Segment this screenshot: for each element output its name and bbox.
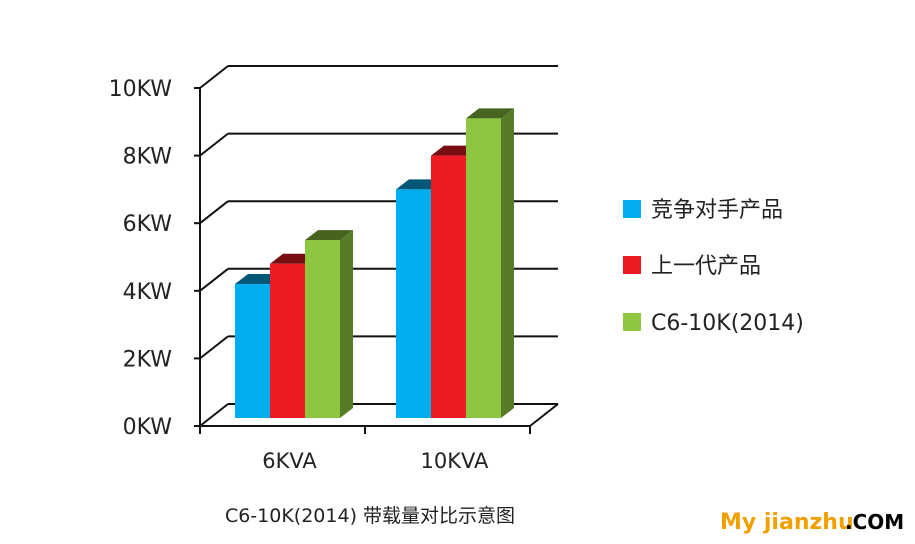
x-tick-label: 6KVA bbox=[262, 449, 317, 473]
bar-front bbox=[270, 263, 305, 418]
gridline-depth bbox=[199, 335, 229, 360]
bar-side bbox=[501, 108, 514, 419]
bar-front bbox=[305, 240, 340, 418]
watermark-brand: My jianzhu bbox=[720, 510, 854, 535]
y-tick-label: 8KW bbox=[123, 145, 173, 170]
y-tick-label: 4KW bbox=[123, 280, 173, 305]
bar bbox=[305, 230, 353, 418]
y-axis: 0KW 2KW 4KW 6KW 8KW 10KW bbox=[109, 77, 530, 440]
bar-top bbox=[466, 108, 514, 119]
gridline-depth bbox=[199, 132, 229, 157]
legend-swatch bbox=[623, 313, 641, 331]
bar-top bbox=[305, 230, 353, 241]
bar-side bbox=[340, 230, 353, 418]
bar-front bbox=[431, 155, 466, 418]
x-tick-label: 10KVA bbox=[421, 449, 490, 473]
gridline-depth bbox=[199, 268, 229, 292]
y-tick-label: 10KW bbox=[109, 77, 173, 102]
legend-label: 竞争对手产品 bbox=[651, 198, 783, 223]
y-tick-label: 2KW bbox=[123, 347, 173, 372]
bar-front bbox=[466, 118, 501, 419]
y-tick-label: 0KW bbox=[123, 415, 173, 440]
watermark-suffix: .COM bbox=[845, 510, 904, 534]
watermark: My jianzhu .COM bbox=[720, 510, 904, 535]
chart-caption: C6-10K(2014) 带载量对比示意图 bbox=[225, 505, 515, 527]
legend-label: C6-10K(2014) bbox=[651, 311, 804, 336]
legend-swatch bbox=[623, 256, 641, 274]
bar bbox=[466, 108, 514, 419]
gridline-depth bbox=[199, 403, 229, 427]
y-tick-label: 6KW bbox=[123, 212, 173, 237]
bar-front bbox=[396, 189, 431, 418]
gridline-depth bbox=[199, 200, 229, 224]
gridline-depth bbox=[199, 65, 229, 89]
legend-label: 上一代产品 bbox=[651, 254, 761, 279]
bar-front bbox=[235, 284, 270, 418]
legend-swatch bbox=[623, 200, 641, 218]
floor-edge bbox=[529, 403, 559, 427]
bar-marks bbox=[235, 108, 514, 419]
x-axis-labels: 6KVA 10KVA bbox=[199, 426, 531, 473]
